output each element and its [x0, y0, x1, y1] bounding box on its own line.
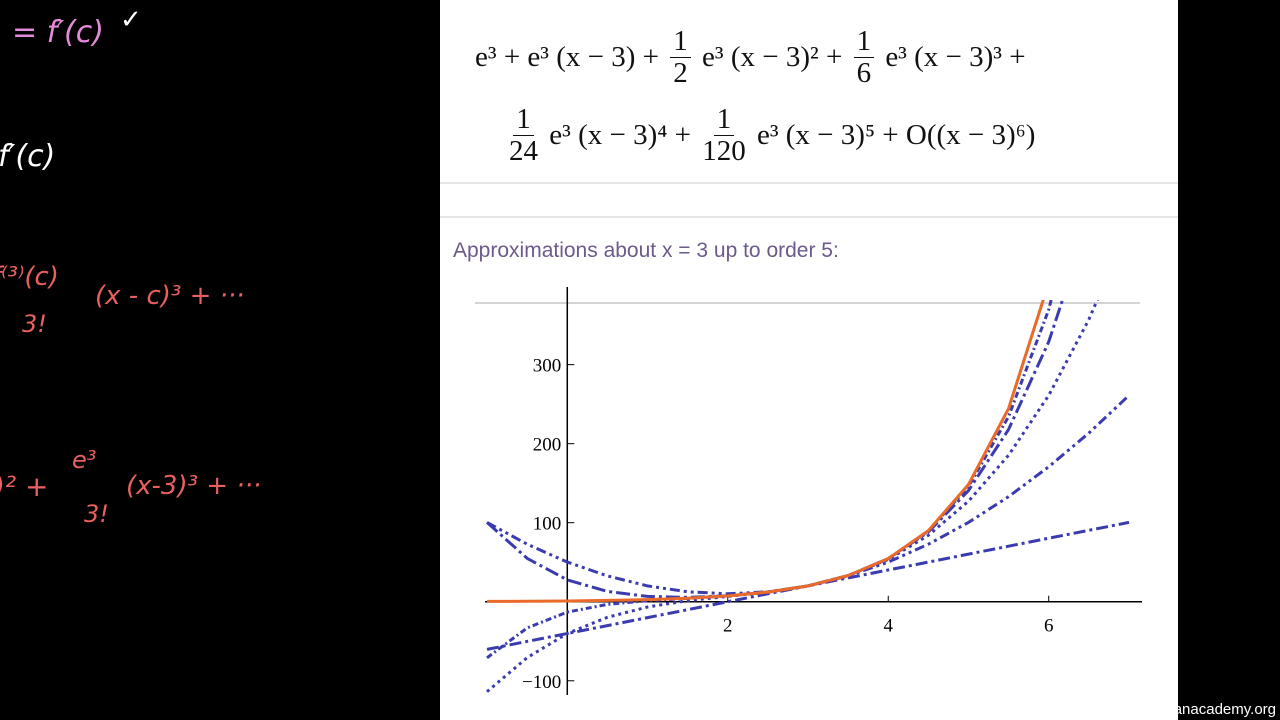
formula-term: e³ (x − 3)³ +: [878, 40, 1026, 73]
formula-term: e³ (x − 3)⁴ +: [542, 118, 699, 151]
denominator: 6: [856, 56, 872, 89]
x-tick-label: 2: [723, 616, 733, 637]
handwriting: = f′(c): [12, 15, 104, 50]
watermark: khanacademy.org: [1158, 701, 1276, 718]
numerator: 1: [713, 104, 735, 136]
fraction: 1 120: [702, 104, 746, 166]
series-line: [486, 300, 1045, 603]
handwriting: ✓: [120, 5, 142, 35]
handwriting: f′(c): [0, 139, 55, 174]
handwriting: f⁽³⁾(c): [0, 262, 59, 292]
formula-term: e³ (x − 3)² +: [694, 40, 850, 73]
y-tick-label: −100: [522, 672, 561, 693]
numerator: 1: [670, 26, 691, 58]
numerator: 1: [513, 104, 534, 136]
handwriting: 3!: [84, 500, 109, 528]
y-tick-label: 200: [533, 435, 562, 456]
plot: [485, 300, 1131, 693]
series-line: [485, 300, 1065, 599]
fraction: 1 24: [509, 104, 538, 166]
handwriting: (x-3)³ + ···: [126, 471, 261, 501]
y-tick-label: 300: [533, 356, 562, 377]
formula-line: 1 24 e³ (x − 3)⁴ + 1 120 e³ (x − 3)⁵ + O((…: [440, 96, 1178, 174]
formula-term: e³ + e³ (x − 3) +: [475, 40, 667, 73]
handwriting: 3!: [22, 310, 47, 338]
denominator: 2: [673, 56, 688, 89]
y-tick-label: 100: [533, 514, 562, 535]
x-tick-label: 6: [1044, 616, 1054, 637]
numerator: 1: [853, 26, 875, 58]
handwriting: e³: [72, 446, 96, 474]
formula-term: e³ (x − 3)⁵ + O((x − 3)⁶): [749, 118, 1036, 151]
series-line: [486, 300, 1053, 660]
x-tick-label: 4: [883, 616, 893, 637]
series-line: [486, 300, 1099, 693]
handwriting: )² +: [0, 470, 49, 503]
chart-title: Approximations about x = 3 up to order 5…: [453, 239, 839, 262]
denominator: 120: [702, 134, 746, 167]
denominator: 24: [509, 134, 538, 167]
series-line: [486, 394, 1131, 596]
handwriting: (x - c)³ + ···: [95, 281, 244, 311]
